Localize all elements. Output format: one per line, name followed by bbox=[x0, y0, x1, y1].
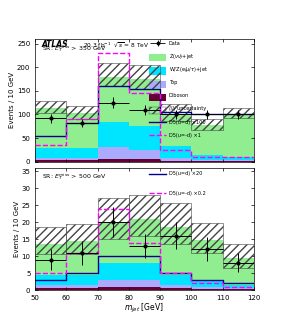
Bar bbox=[129, 159, 160, 162]
Bar bbox=[160, 289, 191, 290]
Bar bbox=[35, 158, 67, 160]
Bar bbox=[222, 258, 254, 285]
Bar bbox=[98, 222, 129, 263]
Bar bbox=[129, 195, 160, 236]
Bar bbox=[35, 148, 67, 158]
Bar bbox=[129, 219, 160, 263]
Bar bbox=[98, 287, 129, 290]
Bar bbox=[222, 157, 254, 160]
Text: SR: $E_{T}^{miss}$ > 500 GeV: SR: $E_{T}^{miss}$ > 500 GeV bbox=[42, 171, 107, 182]
Bar bbox=[35, 108, 67, 148]
Bar bbox=[191, 160, 222, 161]
Bar bbox=[191, 119, 222, 129]
Bar bbox=[67, 285, 98, 289]
Bar bbox=[149, 54, 166, 61]
Text: //// uncertainty: //// uncertainty bbox=[169, 106, 206, 111]
Bar bbox=[98, 122, 129, 147]
Bar bbox=[160, 275, 191, 285]
Y-axis label: Events / 10 GeV: Events / 10 GeV bbox=[10, 72, 16, 128]
Bar bbox=[67, 289, 98, 290]
Text: SR: $E_{T}^{miss}$ > 350 GeV: SR: $E_{T}^{miss}$ > 350 GeV bbox=[42, 43, 107, 53]
Bar bbox=[129, 150, 160, 159]
Bar bbox=[222, 113, 254, 157]
Bar bbox=[98, 263, 129, 280]
Bar bbox=[98, 77, 129, 122]
Text: 20.3 fb$^{-1}$  $\sqrt{s}$ = 8 TeV: 20.3 fb$^{-1}$ $\sqrt{s}$ = 8 TeV bbox=[83, 40, 150, 49]
Text: Data: Data bbox=[169, 41, 180, 46]
Bar bbox=[129, 65, 160, 89]
Bar bbox=[222, 289, 254, 290]
Bar bbox=[67, 113, 98, 148]
Text: ATLAS: ATLAS bbox=[42, 40, 69, 49]
X-axis label: $m_{jet}$ [GeV]: $m_{jet}$ [GeV] bbox=[124, 303, 165, 316]
Bar bbox=[160, 113, 191, 146]
Bar bbox=[191, 281, 222, 288]
Bar bbox=[191, 125, 222, 156]
Bar bbox=[149, 67, 166, 75]
Bar bbox=[160, 104, 191, 121]
Text: D5(u=d) ×20: D5(u=d) ×20 bbox=[169, 171, 202, 176]
Text: Z($\nu\nu$)+jet: Z($\nu\nu$)+jet bbox=[169, 52, 194, 61]
Bar bbox=[35, 285, 67, 289]
Bar bbox=[160, 161, 191, 162]
Bar bbox=[67, 158, 98, 160]
Bar bbox=[191, 289, 222, 290]
Bar bbox=[35, 289, 67, 290]
Bar bbox=[191, 288, 222, 289]
Bar bbox=[67, 106, 98, 119]
Bar bbox=[35, 160, 67, 162]
Text: W/Z(e/$\mu$/$\tau$)+jet: W/Z(e/$\mu$/$\tau$)+jet bbox=[169, 65, 208, 74]
Text: Diboson: Diboson bbox=[169, 93, 189, 98]
Bar bbox=[222, 244, 254, 268]
Text: D5(u=-d) ×1: D5(u=-d) ×1 bbox=[169, 133, 201, 138]
Bar bbox=[67, 148, 98, 158]
Bar bbox=[160, 203, 191, 244]
Bar bbox=[191, 223, 222, 253]
Bar bbox=[35, 275, 67, 285]
Bar bbox=[35, 101, 67, 113]
Bar bbox=[160, 285, 191, 289]
Bar bbox=[222, 108, 254, 118]
Bar bbox=[67, 224, 98, 254]
Bar bbox=[222, 285, 254, 289]
Bar bbox=[149, 81, 166, 88]
Bar bbox=[191, 240, 222, 281]
Text: D5(u=-d) ×0.2: D5(u=-d) ×0.2 bbox=[169, 191, 205, 196]
Y-axis label: Events / 10 GeV: Events / 10 GeV bbox=[14, 201, 20, 257]
Bar bbox=[35, 244, 67, 275]
Bar bbox=[98, 280, 129, 287]
Bar bbox=[191, 156, 222, 160]
Bar bbox=[35, 227, 67, 254]
Bar bbox=[129, 287, 160, 290]
Bar bbox=[67, 241, 98, 275]
Bar bbox=[129, 126, 160, 150]
Bar bbox=[67, 275, 98, 285]
Bar bbox=[98, 159, 129, 162]
Text: Top: Top bbox=[169, 80, 177, 85]
Bar bbox=[160, 146, 191, 158]
Bar bbox=[149, 94, 166, 101]
Bar bbox=[160, 227, 191, 275]
Bar bbox=[129, 79, 160, 126]
Text: D5(u=d) ×100: D5(u=d) ×100 bbox=[169, 120, 205, 125]
Bar bbox=[222, 161, 254, 162]
Bar bbox=[98, 198, 129, 239]
Bar bbox=[98, 147, 129, 159]
Bar bbox=[98, 63, 129, 86]
Bar bbox=[160, 158, 191, 161]
Bar bbox=[129, 280, 160, 287]
Bar bbox=[191, 161, 222, 162]
Bar bbox=[149, 107, 166, 114]
Bar bbox=[222, 160, 254, 161]
Bar bbox=[129, 263, 160, 280]
Bar bbox=[67, 160, 98, 162]
